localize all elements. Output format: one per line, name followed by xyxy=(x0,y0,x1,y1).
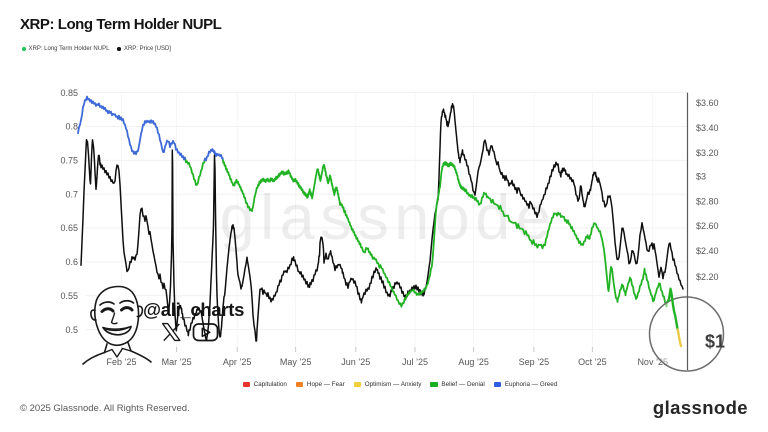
svg-text:0.55: 0.55 xyxy=(60,291,78,301)
svg-text:Sep ’25: Sep ’25 xyxy=(519,357,550,367)
svg-text:$2.40: $2.40 xyxy=(696,246,719,256)
svg-text:0.75: 0.75 xyxy=(60,156,78,166)
svg-text:0.7: 0.7 xyxy=(65,189,78,199)
svg-text:glassnode: glassnode xyxy=(220,183,557,253)
svg-text:May ’25: May ’25 xyxy=(280,357,312,367)
svg-text:Jun ’25: Jun ’25 xyxy=(341,357,370,367)
svg-text:0.8: 0.8 xyxy=(65,122,78,132)
svg-text:0.65: 0.65 xyxy=(60,223,78,233)
svg-text:0.85: 0.85 xyxy=(60,88,78,98)
svg-text:Oct ’25: Oct ’25 xyxy=(578,357,607,367)
svg-text:Feb ’25: Feb ’25 xyxy=(106,357,136,367)
svg-text:Nov ’25: Nov ’25 xyxy=(637,357,668,367)
svg-text:0.5: 0.5 xyxy=(65,325,78,335)
svg-text:$2.80: $2.80 xyxy=(696,196,719,206)
svg-text:$1: $1 xyxy=(705,332,725,352)
svg-text:Apr ’25: Apr ’25 xyxy=(223,357,252,367)
svg-text:$3.60: $3.60 xyxy=(696,98,719,108)
svg-text:Aug ’25: Aug ’25 xyxy=(458,357,489,367)
svg-text:$2.60: $2.60 xyxy=(696,221,719,231)
svg-text:Jul ’25: Jul ’25 xyxy=(402,357,428,367)
svg-text:@ali_charts: @ali_charts xyxy=(143,299,244,320)
svg-text:$2.20: $2.20 xyxy=(696,272,719,282)
svg-text:$3.20: $3.20 xyxy=(696,148,719,158)
svg-text:$3.40: $3.40 xyxy=(696,123,719,133)
svg-text:$3: $3 xyxy=(696,172,706,182)
svg-text:Mar ’25: Mar ’25 xyxy=(162,357,192,367)
svg-text:0.6: 0.6 xyxy=(65,257,78,267)
